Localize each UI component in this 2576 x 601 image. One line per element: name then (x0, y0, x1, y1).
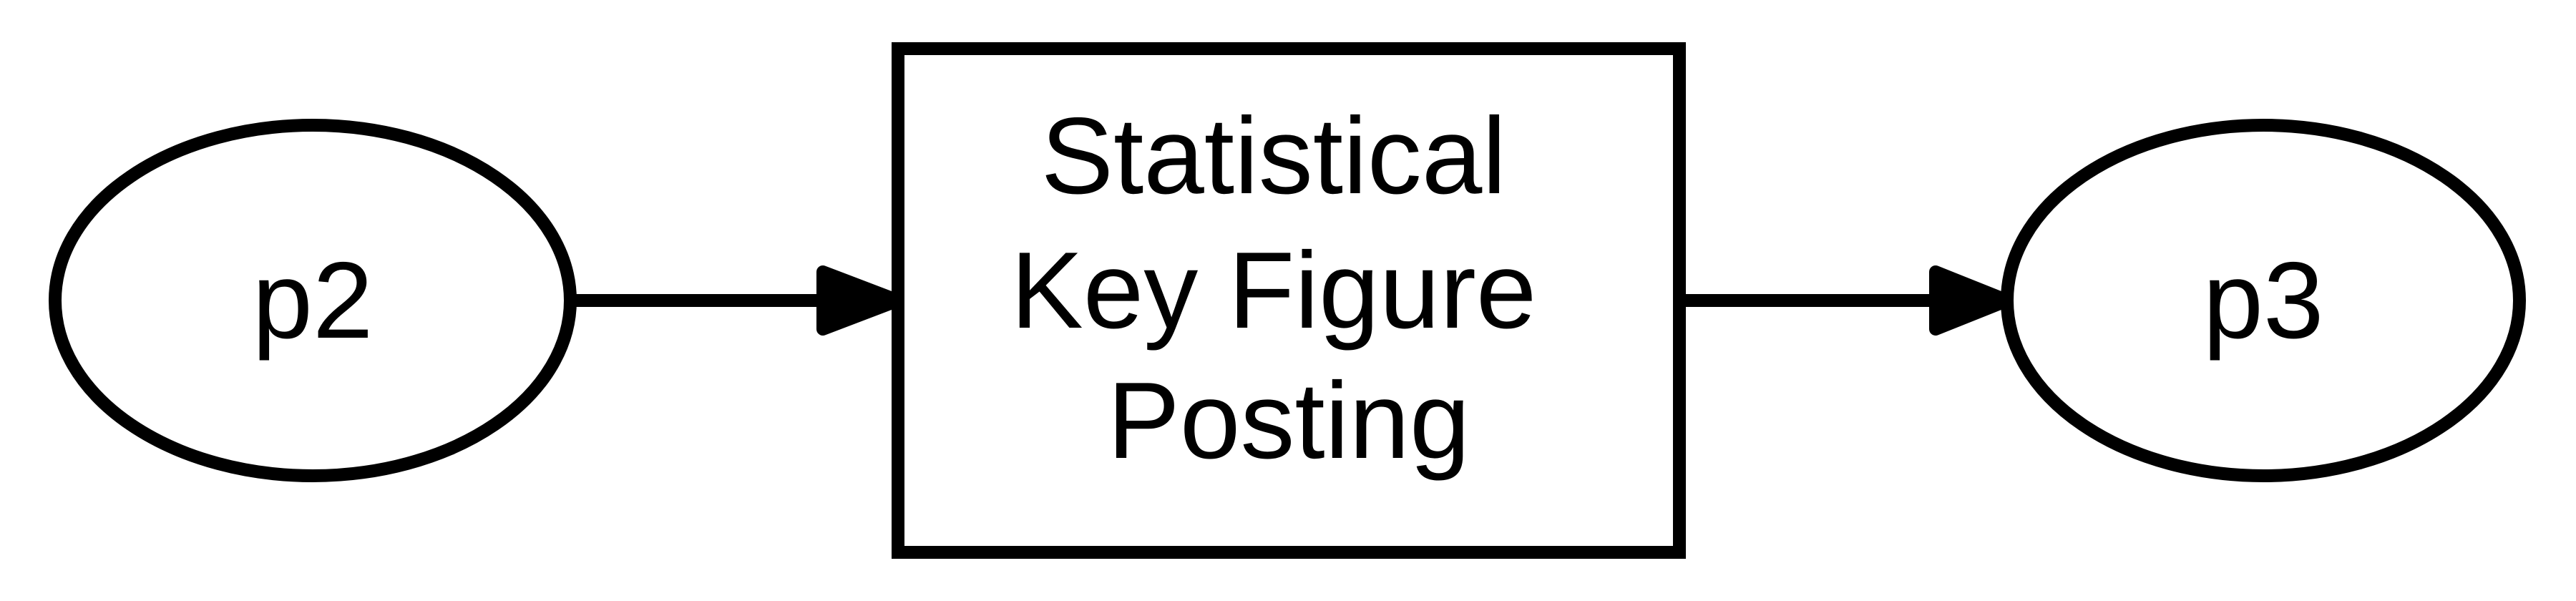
node-p2: p2 (49, 119, 577, 482)
node-activity-label-line-1: Statistical (1041, 95, 1506, 217)
node-p3-label: p3 (2202, 240, 2323, 361)
edge-activity-to-p3 (1679, 265, 2014, 336)
edge-p2-to-activity-arrowhead (816, 265, 904, 336)
edge-activity-to-p3-arrowhead (1929, 265, 2014, 336)
node-p3-ellipse (2001, 119, 2526, 482)
node-activity-rect (892, 42, 1686, 559)
node-activity-label: Statistical Key Figure Posting (1010, 95, 1566, 482)
node-p3: p3 (2001, 119, 2526, 482)
edge-p2-to-activity (570, 265, 904, 336)
node-activity-label-line-2: Key Figure (1010, 230, 1536, 351)
node-activity: Statistical Key Figure Posting (892, 42, 1686, 559)
node-p2-label: p2 (252, 240, 373, 361)
node-activity-label-line-3: Posting (1108, 360, 1470, 482)
